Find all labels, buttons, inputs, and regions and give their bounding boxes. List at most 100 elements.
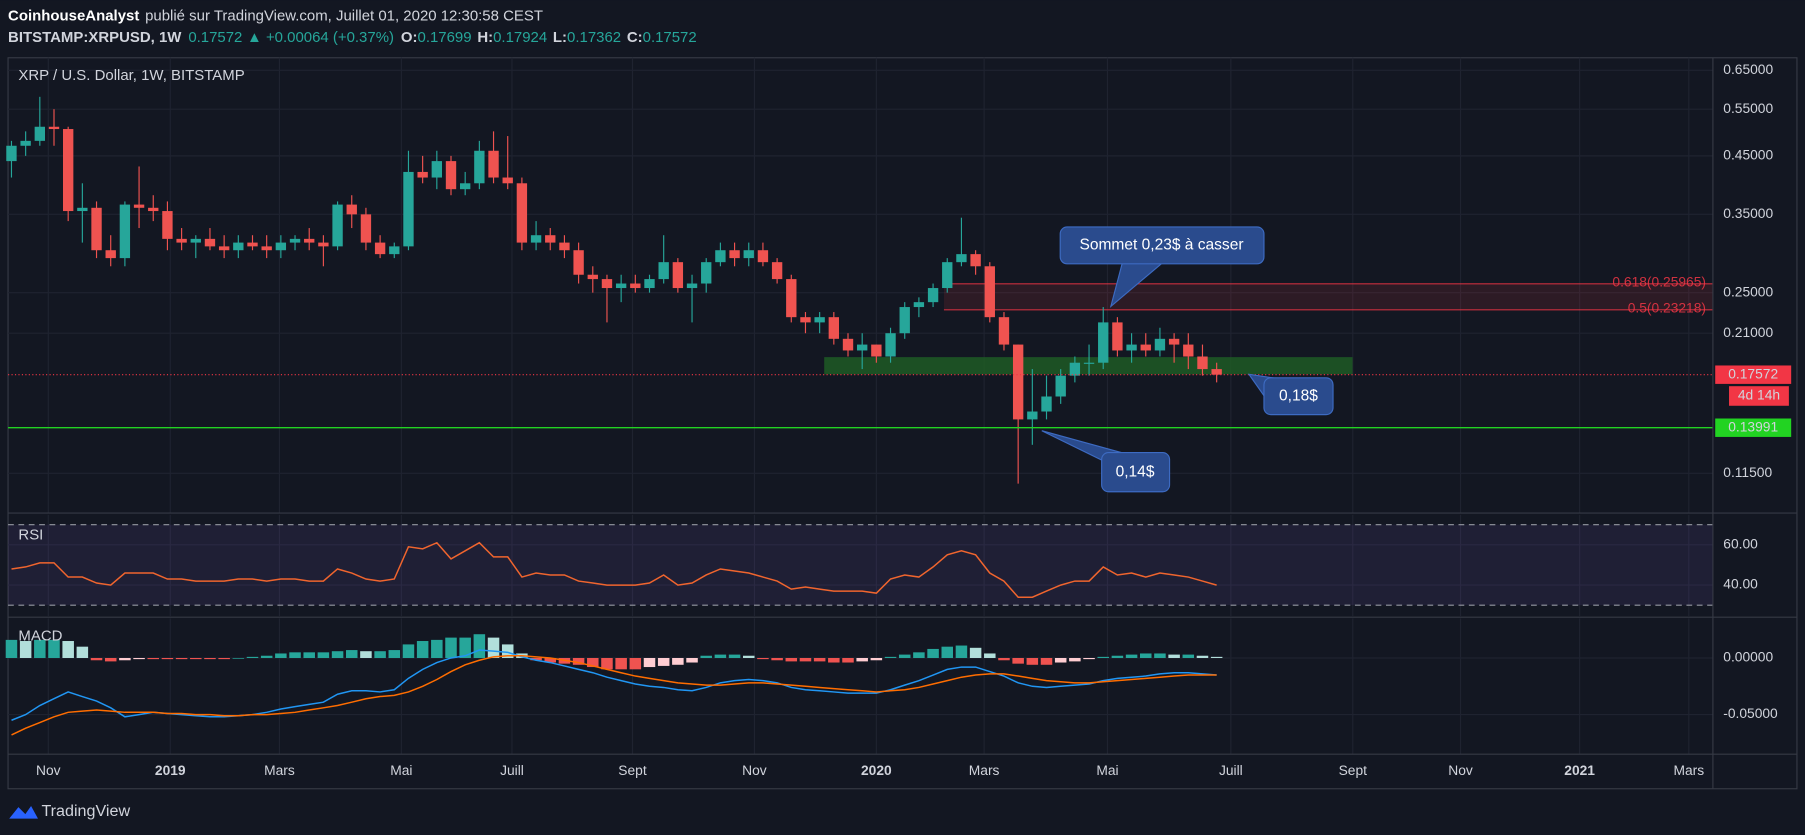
candle-body	[133, 204, 145, 208]
macd-histogram-bar	[955, 645, 968, 658]
x-tick-label: Mars	[969, 762, 1000, 778]
callout-text: 0,18$	[1279, 387, 1318, 404]
fib-label: 0.5(0.23218)	[1628, 299, 1706, 315]
candle-body	[1211, 369, 1222, 375]
axis-layer: Nov 2019 Mars Mai Juill Sept Nov 2020 Mars Mai Jui…	[36, 61, 1792, 778]
candle-body	[601, 279, 613, 289]
ohlc-label: O:	[401, 29, 418, 46]
macd-histogram-bar	[402, 644, 415, 658]
candle-body	[289, 238, 301, 243]
candle-body	[644, 279, 655, 289]
author: CoinhouseAnalyst	[8, 7, 139, 24]
macd-histogram-bar	[813, 657, 826, 662]
candle-body	[474, 150, 485, 184]
macd-histogram-bar	[572, 657, 585, 665]
macd-histogram-bar	[388, 650, 401, 658]
y-tick-label: 0.65000	[1723, 61, 1773, 77]
ohlc-value: 0.17924	[493, 29, 547, 46]
y-tick-label: 0.11500	[1723, 464, 1772, 480]
candle-body	[445, 161, 457, 190]
candle-body	[247, 242, 258, 247]
candle-body	[360, 214, 372, 243]
change: ▲ +0.00064 (+0.37%)	[247, 29, 394, 46]
macd-histogram-bar	[629, 657, 642, 670]
macd-histogram-bar	[601, 657, 613, 670]
macd-histogram-bar	[90, 657, 103, 661]
macd-histogram-bar	[246, 656, 259, 658]
macd-histogram-bar	[898, 654, 911, 658]
macd-histogram-bar	[870, 657, 883, 661]
macd-histogram-bar	[1154, 653, 1166, 658]
macd-histogram-bar	[1125, 654, 1138, 658]
candle-body	[148, 207, 159, 212]
candle-body	[970, 254, 981, 267]
candle-body	[701, 262, 712, 284]
ohlc-value: 0.17362	[567, 29, 621, 46]
candle-body	[20, 140, 31, 146]
x-tick-label: Nov	[1448, 762, 1473, 778]
overlay-back-layer	[8, 283, 1713, 606]
candle-body	[332, 204, 343, 247]
x-tick-label: Mai	[1096, 762, 1118, 778]
candle-body	[530, 235, 542, 243]
symbol-line: BITSTAMP:XRPUSD, 1W 0.17572 ▲ +0.00064 (+0…	[8, 29, 697, 46]
candle-body	[1183, 344, 1194, 357]
y-tick-label: -0.05000	[1723, 705, 1778, 721]
x-tick-label: 2019	[155, 762, 186, 778]
macd-histogram-bar	[487, 637, 500, 658]
macd-histogram-bar	[672, 657, 684, 665]
macd-histogram-bar	[700, 655, 712, 658]
ohlc-label: C:	[627, 29, 643, 46]
macd-histogram-bar	[133, 657, 145, 660]
candle-body	[1112, 322, 1123, 351]
candle-body	[218, 246, 230, 251]
candle-body	[1041, 396, 1052, 412]
macd-histogram-bar	[501, 644, 514, 658]
candle-body	[899, 307, 910, 334]
brand-name: TradingView	[41, 802, 130, 820]
candle-body	[771, 262, 783, 280]
x-tick-label: Sept	[1339, 762, 1368, 778]
callout: 0,18$	[1247, 373, 1334, 416]
marks-layer	[5, 96, 1223, 736]
candle-body	[431, 161, 443, 178]
macd-histogram-bar	[260, 655, 273, 658]
candle-body	[885, 333, 896, 357]
macd-histogram-bar	[799, 657, 812, 662]
candle-body	[942, 262, 953, 289]
macd-histogram-bar	[1054, 657, 1067, 663]
fib-label: 0.618(0.25965)	[1612, 273, 1706, 289]
macd-histogram-bar	[771, 657, 783, 661]
x-tick-label: Nov	[36, 762, 61, 778]
candle-body	[176, 238, 187, 243]
candle-body	[913, 302, 925, 308]
candle-body	[729, 250, 740, 259]
ohlc-value: 0.17572	[643, 29, 697, 46]
chart-frame	[7, 57, 1798, 790]
candle-body	[275, 242, 287, 251]
x-tick-label: Nov	[742, 762, 767, 778]
macd-histogram-bar	[1140, 653, 1152, 658]
macd-histogram-bar	[1026, 657, 1039, 665]
fib-band	[943, 283, 1713, 310]
macd-histogram-bar	[714, 654, 727, 658]
macd-histogram-bar	[1182, 654, 1195, 658]
macd-histogram-bar	[1168, 654, 1180, 658]
macd-histogram-bar	[34, 639, 46, 658]
macd-histogram-bar	[331, 651, 344, 658]
macd-histogram-bar	[76, 646, 89, 658]
x-tick-label: Juill	[500, 762, 524, 778]
ohlc-label: L:	[553, 29, 567, 46]
candle-body	[516, 183, 528, 243]
countdown-label: 4d 14h	[1738, 387, 1780, 403]
macd-histogram-bar	[1097, 656, 1109, 658]
macd-histogram-bar	[19, 641, 32, 658]
macd-histogram-bar	[1012, 657, 1024, 664]
x-tick-label: 2020	[861, 762, 892, 778]
x-tick-label: Sept	[618, 762, 647, 778]
x-tick-label: Mars	[1673, 762, 1704, 778]
ohlc-label: H:	[477, 29, 493, 46]
candle-body	[814, 317, 825, 323]
candle-body	[842, 338, 854, 351]
candle-body	[1140, 344, 1151, 351]
